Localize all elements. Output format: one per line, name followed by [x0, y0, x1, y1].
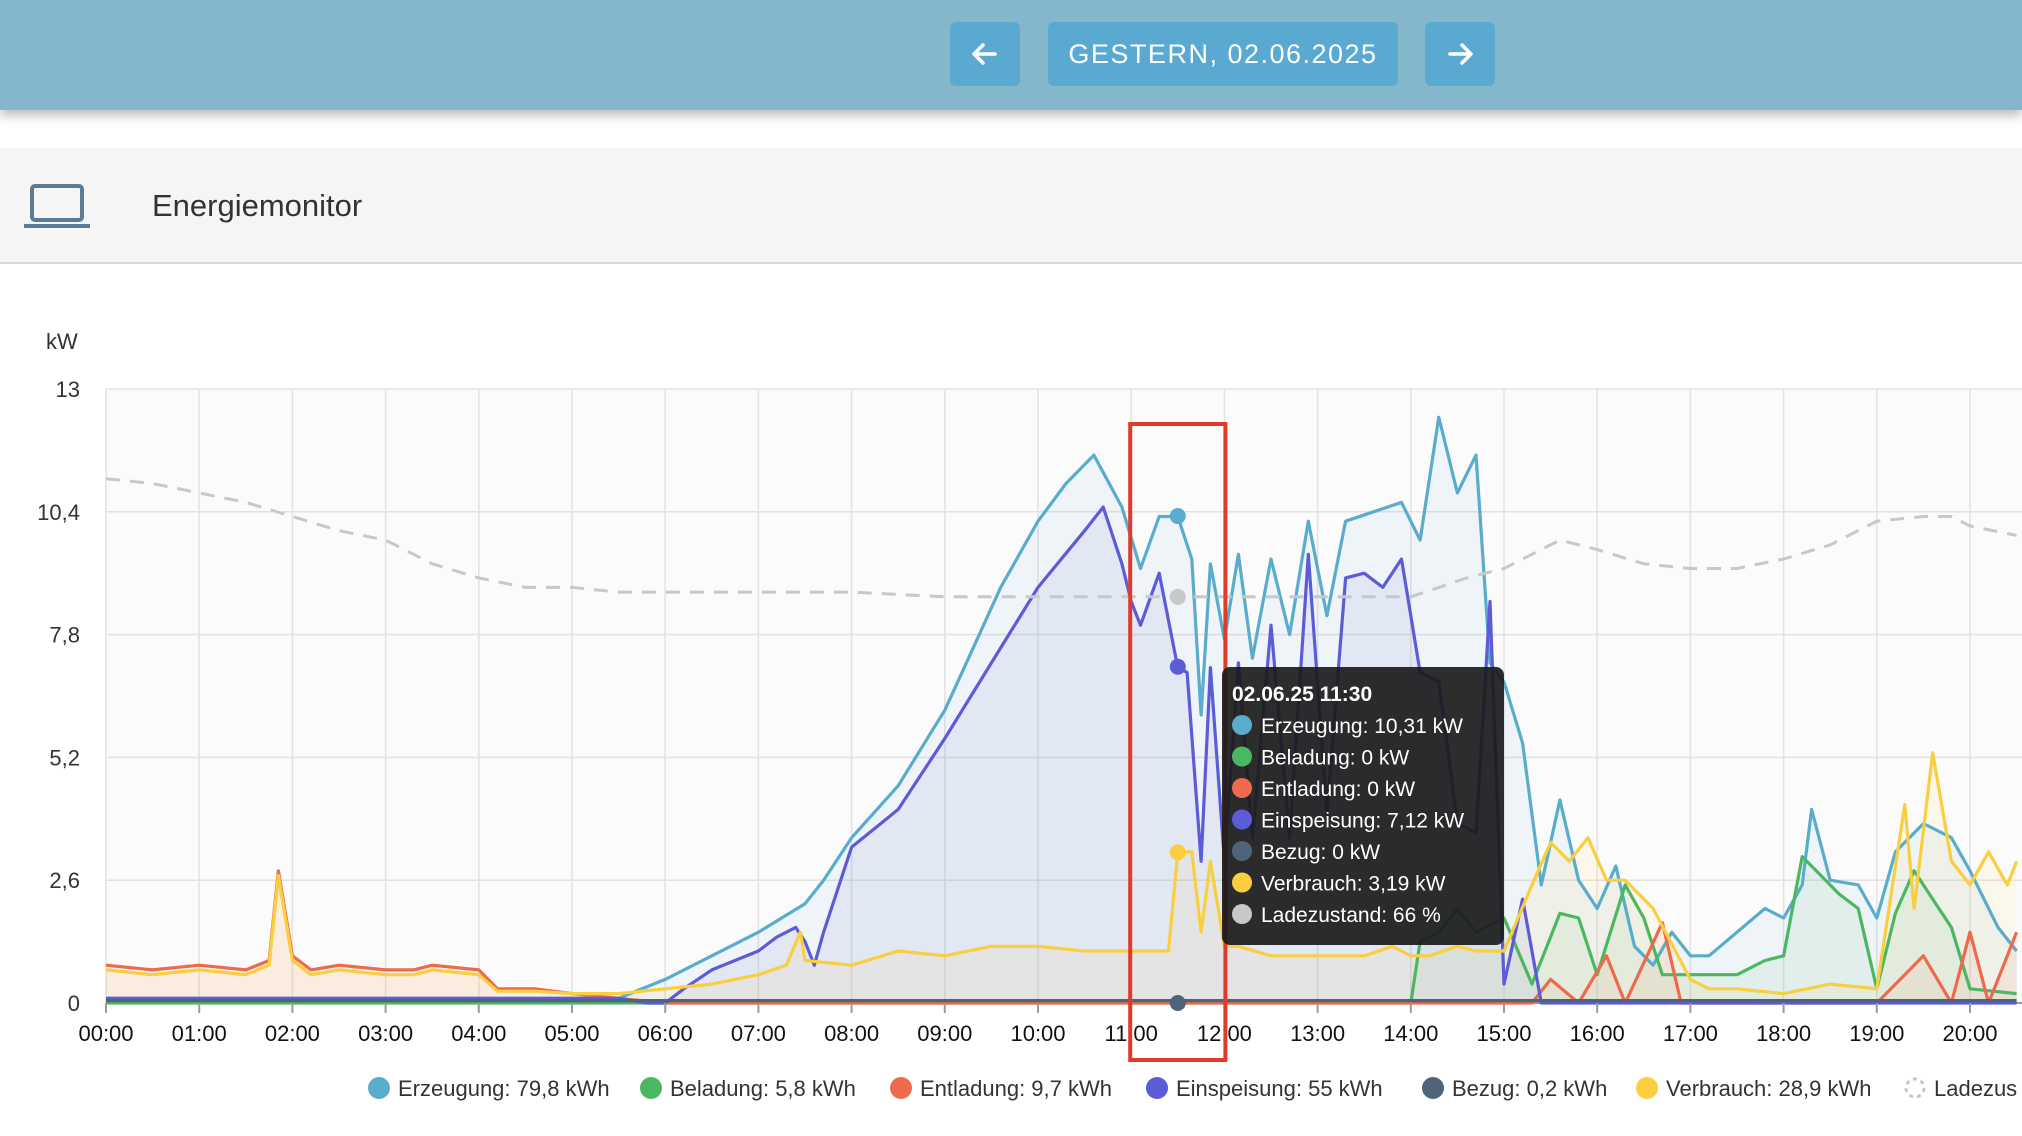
tooltip-rows: Erzeugung: 10,31 kW Beladung: 0 kW Entladu…	[1232, 715, 1464, 927]
legend-swatch	[368, 1077, 390, 1099]
legend-label: Einspeisung: 55 kWh	[1176, 1076, 1383, 1101]
tooltip-row-label: Erzeugung: 10,31 kW	[1261, 715, 1463, 738]
tooltip-row-label: Beladung: 0 kW	[1261, 747, 1409, 770]
x-tick-label: 04:00	[451, 1021, 506, 1046]
legend-swatch	[640, 1077, 662, 1099]
x-tick-label: 17:00	[1663, 1021, 1718, 1046]
tooltip-swatch	[1232, 904, 1252, 924]
energy-chart[interactable]: 0 2,6 5,2 7,8 10,4 13 00:00 01:00 02:00 03:00 04:0…	[0, 266, 2022, 1136]
x-tick-label: 14:00	[1383, 1021, 1438, 1046]
tooltip-swatch	[1232, 715, 1252, 735]
x-tick-label: 20:00	[1942, 1021, 1997, 1046]
legend-item[interactable]: Ladezus	[1904, 1076, 2017, 1101]
tooltip-row-label: Ladezustand: 66 %	[1261, 904, 1441, 927]
tooltip-swatch	[1232, 872, 1252, 893]
x-tick-label: 15:00	[1476, 1021, 1531, 1046]
x-tick-label: 00:00	[78, 1021, 133, 1046]
y-axis-unit-label: kW	[46, 329, 78, 354]
date-selector-button[interactable]: GESTERN, 02.06.2025	[1048, 22, 1398, 86]
next-day-button[interactable]	[1425, 22, 1495, 86]
tooltip-background	[1222, 667, 1504, 945]
legend-swatch	[1904, 1077, 1926, 1099]
legend-label: Ladezus	[1934, 1076, 2017, 1101]
previous-day-button[interactable]	[950, 22, 1020, 86]
y-tick-label: 5,2	[49, 745, 80, 770]
x-tick-label: 09:00	[917, 1021, 972, 1046]
focus-markers	[1169, 508, 1186, 1011]
tooltip-swatch	[1232, 778, 1252, 798]
tooltip-row-label: Bezug: 0 kW	[1261, 841, 1380, 864]
legend-swatch	[1636, 1077, 1658, 1099]
arrow-left-icon	[972, 43, 997, 65]
tooltip-title: 02.06.25 11:30	[1232, 683, 1372, 706]
series-area-erzeugung	[106, 417, 2017, 1003]
x-tick-label: 13:00	[1290, 1021, 1345, 1046]
x-tick-label: 02:00	[265, 1021, 320, 1046]
y-tick-label: 0	[68, 991, 80, 1016]
legend-label: Bezug: 0,2 kWh	[1452, 1076, 1607, 1101]
panel-header: Energiemonitor	[0, 148, 2022, 264]
tooltip-swatch	[1232, 746, 1252, 767]
legend-item[interactable]: Bezug: 0,2 kWh	[1422, 1076, 1607, 1101]
chart-lines	[105, 415, 2019, 1005]
legend-label: Beladung: 5,8 kWh	[670, 1076, 856, 1101]
top-bar: GESTERN, 02.06.2025	[0, 0, 2022, 110]
legend-swatch	[1146, 1077, 1168, 1099]
x-tick-label: 08:00	[824, 1021, 879, 1046]
chart-legend: Erzeugung: 79,8 kWh Beladung: 5,8 kWh Entl…	[368, 1076, 2017, 1101]
tooltip-row-label: Verbrauch: 3,19 kW	[1261, 873, 1446, 896]
focus-marker-bezug	[1169, 995, 1186, 1011]
series-area-verbrauch	[106, 752, 2017, 1003]
legend-swatch	[1422, 1077, 1444, 1099]
x-tick-label: 03:00	[358, 1021, 413, 1046]
legend-swatch	[890, 1077, 912, 1099]
legend-item[interactable]: Beladung: 5,8 kWh	[640, 1076, 856, 1101]
chart-area-fills	[106, 417, 2017, 1003]
legend-item[interactable]: Verbrauch: 28,9 kWh	[1636, 1076, 1871, 1101]
focus-marker-ladezustand	[1169, 588, 1186, 605]
y-tick-label: 13	[56, 377, 80, 402]
x-tick-label: 07:00	[731, 1021, 786, 1046]
x-tick-label: 06:00	[638, 1021, 693, 1046]
x-tick-label: 10:00	[1010, 1021, 1065, 1046]
tooltip-row-label: Einspeisung: 7,12 kW	[1261, 810, 1464, 833]
x-tick-label: 05:00	[544, 1021, 599, 1046]
legend-item[interactable]: Entladung: 9,7 kWh	[890, 1076, 1112, 1101]
legend-label: Erzeugung: 79,8 kWh	[398, 1076, 610, 1101]
panel-title: Energiemonitor	[152, 188, 363, 223]
chart-tooltip: 02.06.25 11:30 Erzeugung: 10,31 kW Beladu…	[1222, 667, 1504, 945]
legend-label: Verbrauch: 28,9 kWh	[1666, 1076, 1871, 1101]
series-line-ladezustand	[105, 477, 2017, 599]
tooltip-swatch	[1232, 841, 1252, 861]
y-tick-label: 2,6	[49, 868, 80, 893]
series-area-entladung	[106, 870, 2017, 1003]
laptop-icon	[24, 184, 90, 228]
series-area-einspeisung	[106, 507, 2017, 1003]
x-tick-label: 19:00	[1849, 1021, 1904, 1046]
legend-label: Entladung: 9,7 kWh	[920, 1076, 1112, 1101]
focus-marker-erzeugung	[1169, 508, 1186, 525]
series-line-verbrauch	[105, 751, 2019, 996]
y-tick-label: 7,8	[49, 623, 80, 648]
arrow-right-icon	[1448, 43, 1473, 65]
focus-marker-einspeisung	[1169, 658, 1186, 675]
legend-item[interactable]: Einspeisung: 55 kWh	[1146, 1076, 1383, 1101]
plot-background	[106, 389, 2022, 1003]
y-tick-label: 10,4	[37, 500, 80, 525]
tooltip-row-label: Entladung: 0 kW	[1261, 778, 1415, 801]
focus-marker-verbrauch	[1169, 844, 1186, 861]
chart-axes: 0 2,6 5,2 7,8 10,4 13 00:00 01:00 02:00 03:00 04:0…	[37, 377, 1997, 1046]
x-tick-label: 01:00	[172, 1021, 227, 1046]
x-tick-label: 16:00	[1570, 1021, 1625, 1046]
legend-item[interactable]: Erzeugung: 79,8 kWh	[368, 1076, 610, 1101]
series-area-beladung	[106, 856, 2017, 1003]
x-tick-label: 18:00	[1756, 1021, 1811, 1046]
tooltip-swatch	[1232, 809, 1252, 830]
